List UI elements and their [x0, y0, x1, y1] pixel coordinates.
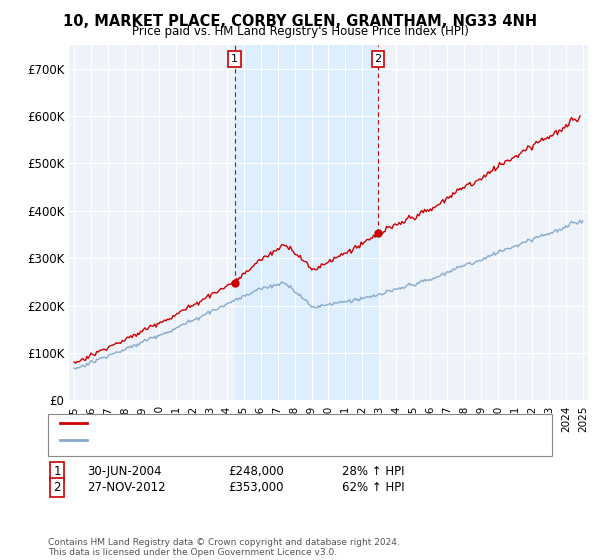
Text: HPI: Average price, detached house, South Kesteven: HPI: Average price, detached house, Sout… [90, 435, 364, 445]
Text: 2: 2 [374, 54, 382, 64]
Text: 10, MARKET PLACE, CORBY GLEN, GRANTHAM, NG33 4NH (detached house): 10, MARKET PLACE, CORBY GLEN, GRANTHAM, … [90, 418, 485, 428]
Text: 1: 1 [231, 54, 238, 64]
Bar [235, 45, 378, 400]
Text: 10, MARKET PLACE, CORBY GLEN, GRANTHAM, NG33 4NH: 10, MARKET PLACE, CORBY GLEN, GRANTHAM, … [63, 14, 537, 29]
Text: 27-NOV-2012: 27-NOV-2012 [87, 480, 166, 494]
Text: 30-JUN-2004: 30-JUN-2004 [87, 465, 161, 478]
Text: £353,000: £353,000 [228, 480, 284, 494]
Text: Price paid vs. HM Land Registry's House Price Index (HPI): Price paid vs. HM Land Registry's House … [131, 25, 469, 38]
Text: 2: 2 [53, 480, 61, 494]
Text: £248,000: £248,000 [228, 465, 284, 478]
Text: Contains HM Land Registry data © Crown copyright and database right 2024.
This d: Contains HM Land Registry data © Crown c… [48, 538, 400, 557]
Text: 1: 1 [53, 465, 61, 478]
Text: 62% ↑ HPI: 62% ↑ HPI [342, 480, 404, 494]
Text: 28% ↑ HPI: 28% ↑ HPI [342, 465, 404, 478]
